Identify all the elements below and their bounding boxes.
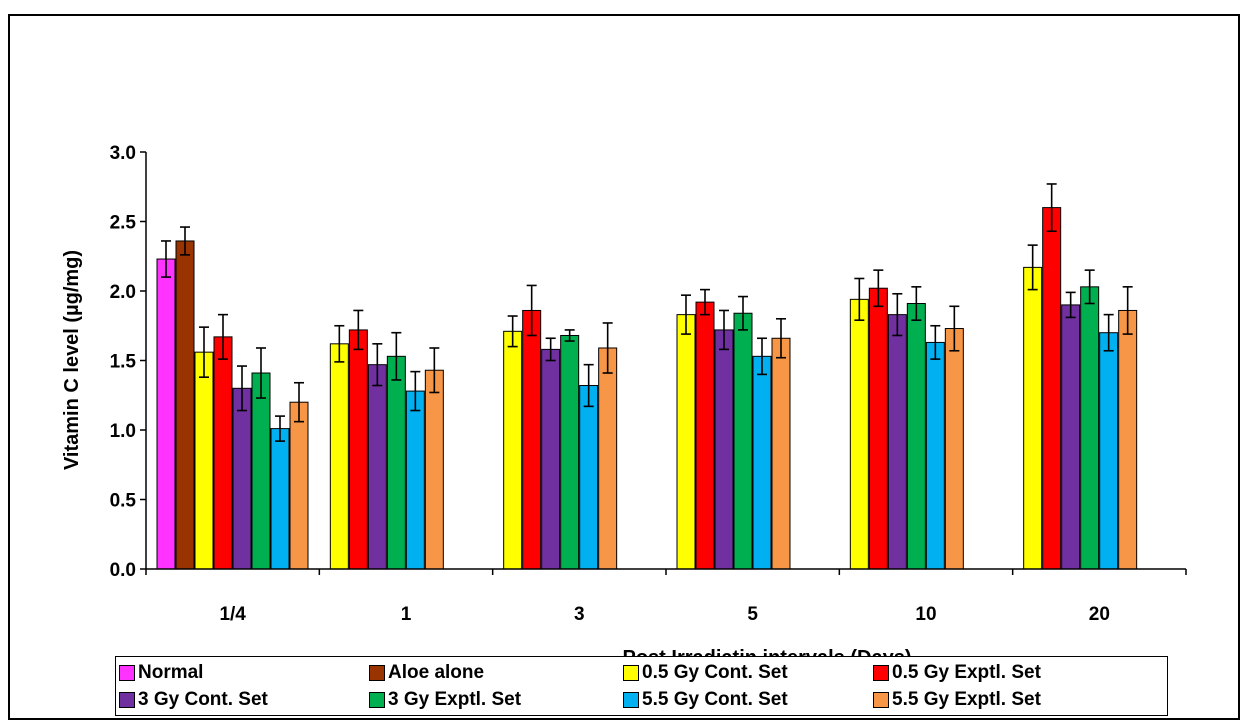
- bar: [522, 309, 542, 570]
- bar: [405, 390, 425, 570]
- legend-swatch: [873, 692, 889, 708]
- bar: [289, 401, 309, 570]
- bar: [906, 303, 926, 570]
- bar: [733, 312, 753, 570]
- legend-swatch: [119, 692, 135, 708]
- bar: [1023, 266, 1043, 570]
- x-tick-label: 5: [747, 604, 758, 625]
- bar: [752, 355, 772, 570]
- bar: [251, 372, 271, 570]
- legend-label: Aloe alone: [388, 662, 485, 683]
- legend-item: 5.5 Gy Cont. Set: [623, 688, 788, 712]
- x-tick-label: 1/4: [219, 604, 246, 625]
- legend-item: Normal: [119, 661, 203, 685]
- legend-label: 5.5 Gy Exptl. Set: [892, 689, 1041, 710]
- y-tick-label: 2.0: [110, 282, 136, 303]
- legend-item: Aloe alone: [369, 661, 484, 685]
- bar: [714, 329, 734, 570]
- legend-item: 3 Gy Cont. Set: [119, 688, 268, 712]
- legend-swatch: [623, 665, 639, 681]
- legend-label: Normal: [138, 662, 204, 683]
- bar: [676, 314, 696, 570]
- legend-label: 5.5 Gy Cont. Set: [642, 689, 788, 710]
- bar: [232, 387, 252, 570]
- bar: [849, 298, 869, 570]
- x-tick-label: 10: [915, 604, 936, 625]
- bar: [1080, 286, 1100, 570]
- y-tick-label: 0.0: [110, 560, 136, 581]
- bar: [1061, 304, 1081, 570]
- legend-swatch: [623, 692, 639, 708]
- legend-swatch: [873, 665, 889, 681]
- bar: [175, 240, 195, 570]
- x-tick-label: 1: [401, 604, 412, 625]
- legend-label: 3 Gy Cont. Set: [138, 689, 268, 710]
- chart-frame: [8, 14, 1240, 720]
- bar: [598, 347, 618, 570]
- legend-item: 0.5 Gy Exptl. Set: [873, 661, 1041, 685]
- bar: [695, 301, 715, 570]
- bar: [868, 287, 888, 570]
- bar: [560, 334, 580, 570]
- bar: [348, 329, 368, 570]
- bar: [367, 364, 387, 570]
- bar: [213, 336, 233, 570]
- y-tick-label: 1.0: [110, 421, 136, 442]
- x-tick-label: 20: [1089, 604, 1110, 625]
- bar: [541, 348, 561, 570]
- legend-item: 5.5 Gy Exptl. Set: [873, 688, 1041, 712]
- bar: [194, 351, 214, 570]
- bar: [1042, 207, 1062, 570]
- legend-label: 0.5 Gy Cont. Set: [642, 662, 788, 683]
- y-axis-title: Vitamin C level (µg/mg): [61, 250, 83, 470]
- bar: [386, 355, 406, 570]
- bar: [887, 314, 907, 570]
- chart-legend: Normal Aloe alone 0.5 Gy Cont. Set 0.5 Gy E…: [115, 656, 1168, 716]
- bar: [925, 341, 945, 570]
- bar: [329, 343, 349, 570]
- legend-item: 3 Gy Exptl. Set: [369, 688, 521, 712]
- y-tick-label: 1.5: [110, 352, 137, 373]
- legend-swatch: [119, 665, 135, 681]
- bar: [1099, 332, 1119, 570]
- y-tick-label: 0.5: [110, 491, 137, 512]
- legend-swatch: [369, 692, 385, 708]
- legend-label: 3 Gy Exptl. Set: [388, 689, 522, 710]
- bar: [579, 385, 599, 570]
- bar: [270, 428, 290, 570]
- bar: [156, 258, 176, 570]
- bar: [944, 328, 964, 570]
- legend-item: 0.5 Gy Cont. Set: [623, 661, 788, 685]
- bar: [424, 369, 444, 570]
- bar: [1118, 309, 1138, 570]
- x-tick-label: 3: [574, 604, 585, 625]
- bar: [503, 330, 523, 570]
- legend-swatch: [369, 665, 385, 681]
- legend-label: 0.5 Gy Exptl. Set: [892, 662, 1041, 683]
- bar: [771, 337, 791, 570]
- y-tick-label: 2.5: [110, 213, 137, 234]
- y-tick-label: 3.0: [110, 143, 136, 164]
